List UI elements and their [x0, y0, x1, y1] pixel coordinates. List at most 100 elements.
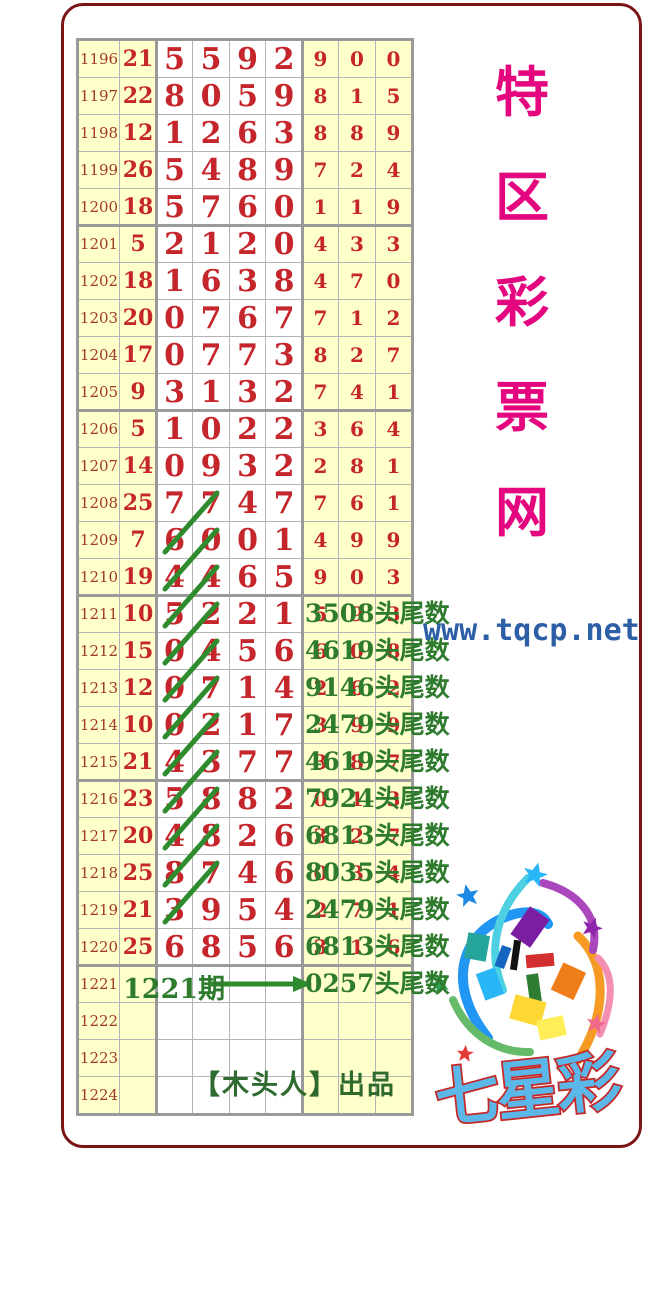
tail-digit-cell: 8 [339, 448, 375, 484]
tail-digit-cell [339, 1077, 375, 1113]
confetti-purple [510, 906, 550, 948]
tail-digit-cell: 1 [376, 374, 411, 410]
main-digit-cell: 3 [266, 337, 302, 373]
tail-digit-cell: 3 [376, 226, 411, 262]
sum-cell: 18 [120, 263, 156, 299]
main-digit-cell: 6 [193, 263, 229, 299]
period-cell: 1217 [79, 818, 119, 854]
tail-digit-cell [376, 966, 411, 1002]
tail-digit-cell [376, 1077, 411, 1113]
tail-digit-cell: 7 [303, 374, 338, 410]
tail-digit-cell: 4 [303, 263, 338, 299]
main-digit-cell: 6 [266, 818, 302, 854]
main-digit-cell: 5 [157, 41, 192, 77]
tail-digit-cell: 1 [339, 929, 375, 965]
period-cell: 1218 [79, 855, 119, 891]
main-digit-cell: 0 [230, 522, 265, 558]
main-digit-cell: 8 [157, 855, 192, 891]
main-digit-cell [157, 1003, 192, 1039]
tail-digit-cell: 9 [339, 707, 375, 743]
main-digit-cell: 7 [193, 300, 229, 336]
main-digit-cell: 2 [193, 596, 229, 632]
confetti-lightblue [475, 967, 505, 1001]
tail-digit-cell: 0 [376, 263, 411, 299]
sum-cell [120, 1077, 156, 1113]
period-cell: 1205 [79, 374, 119, 410]
ribbon-orange [573, 931, 605, 1065]
tail-digit-cell: 0 [339, 633, 375, 669]
tail-digit-cell: 7 [339, 892, 375, 928]
main-digit-cell: 7 [266, 744, 302, 780]
tail-digit-cell: 0 [376, 41, 411, 77]
main-digit-cell: 0 [157, 707, 192, 743]
sum-cell [120, 966, 156, 1002]
main-digit-cell: 4 [157, 744, 192, 780]
confetti-teal [463, 932, 491, 962]
tail-digit-cell: 9 [339, 522, 375, 558]
main-digit-cell: 1 [266, 522, 302, 558]
main-digit-cell: 0 [266, 226, 302, 262]
main-digit-cell: 5 [266, 559, 302, 595]
site-title-char: 彩 [495, 270, 549, 334]
site-title-char: 特 [495, 60, 549, 124]
period-cell: 1204 [79, 337, 119, 373]
main-digit-cell: 1 [157, 115, 192, 151]
head-tail-annotation: 6813头尾数 [305, 932, 450, 961]
tail-digit-cell [303, 1040, 338, 1076]
tail-digit-cell: 3 [339, 855, 375, 891]
main-digit-cell: 5 [230, 78, 265, 114]
main-digit-cell: 7 [193, 855, 229, 891]
tail-digit-cell: 6 [376, 929, 411, 965]
main-digit-cell: 7 [193, 337, 229, 373]
period-cell: 1206 [79, 411, 119, 447]
site-title-char: 票 [495, 375, 549, 439]
main-digit-cell: 2 [193, 115, 229, 151]
tail-digit-cell: 7 [339, 263, 375, 299]
sum-cell: 21 [120, 41, 156, 77]
sum-cell: 15 [120, 633, 156, 669]
main-digit-cell: 3 [230, 263, 265, 299]
site-title-char: 区 [495, 165, 549, 229]
tail-digit-cell: 7 [303, 485, 338, 521]
period-cell: 1224 [79, 1077, 119, 1113]
tail-digit-cell: 1 [303, 189, 338, 225]
seven-star-lottery-logo: 七星彩 [427, 848, 668, 1145]
main-digit-cell: 7 [193, 485, 229, 521]
sum-cell: 25 [120, 929, 156, 965]
tail-digit-cell [376, 1040, 411, 1076]
head-tail-annotation: 4619头尾数 [305, 636, 450, 665]
main-digit-cell: 6 [266, 855, 302, 891]
tail-digit-cell: 3 [376, 596, 411, 632]
main-digit-cell [157, 1040, 192, 1076]
main-digit-cell: 6 [266, 633, 302, 669]
main-digit-cell: 3 [230, 374, 265, 410]
sum-cell: 12 [120, 670, 156, 706]
tail-digit-cell [339, 966, 375, 1002]
head-tail-annotation: 7924头尾数 [305, 784, 450, 813]
tail-digit-cell [339, 1040, 375, 1076]
confetti-green [526, 973, 542, 1003]
tail-digit-cell: 6 [303, 633, 338, 669]
tail-digit-cell [303, 1003, 338, 1039]
main-digit-cell: 1 [157, 263, 192, 299]
period-cell: 1211 [79, 596, 119, 632]
main-digit-cell: 9 [193, 892, 229, 928]
main-digit-cell [230, 1040, 265, 1076]
tail-digit-cell: 4 [376, 411, 411, 447]
tail-digit-cell: 4 [339, 374, 375, 410]
main-digit-cell: 7 [230, 337, 265, 373]
main-digit-cell: 7 [266, 300, 302, 336]
tail-digit-cell: 2 [339, 818, 375, 854]
tail-digit-cell: 7 [303, 152, 338, 188]
sum-cell: 5 [120, 226, 156, 262]
sum-cell: 10 [120, 707, 156, 743]
main-digit-cell [266, 1003, 302, 1039]
main-digit-cell: 3 [157, 892, 192, 928]
tail-digit-cell: 9 [303, 41, 338, 77]
main-digit-cell: 2 [266, 41, 302, 77]
main-digit-cell: 8 [157, 78, 192, 114]
ribbon-cyan [491, 874, 532, 994]
site-title-char: 网 [495, 480, 549, 544]
